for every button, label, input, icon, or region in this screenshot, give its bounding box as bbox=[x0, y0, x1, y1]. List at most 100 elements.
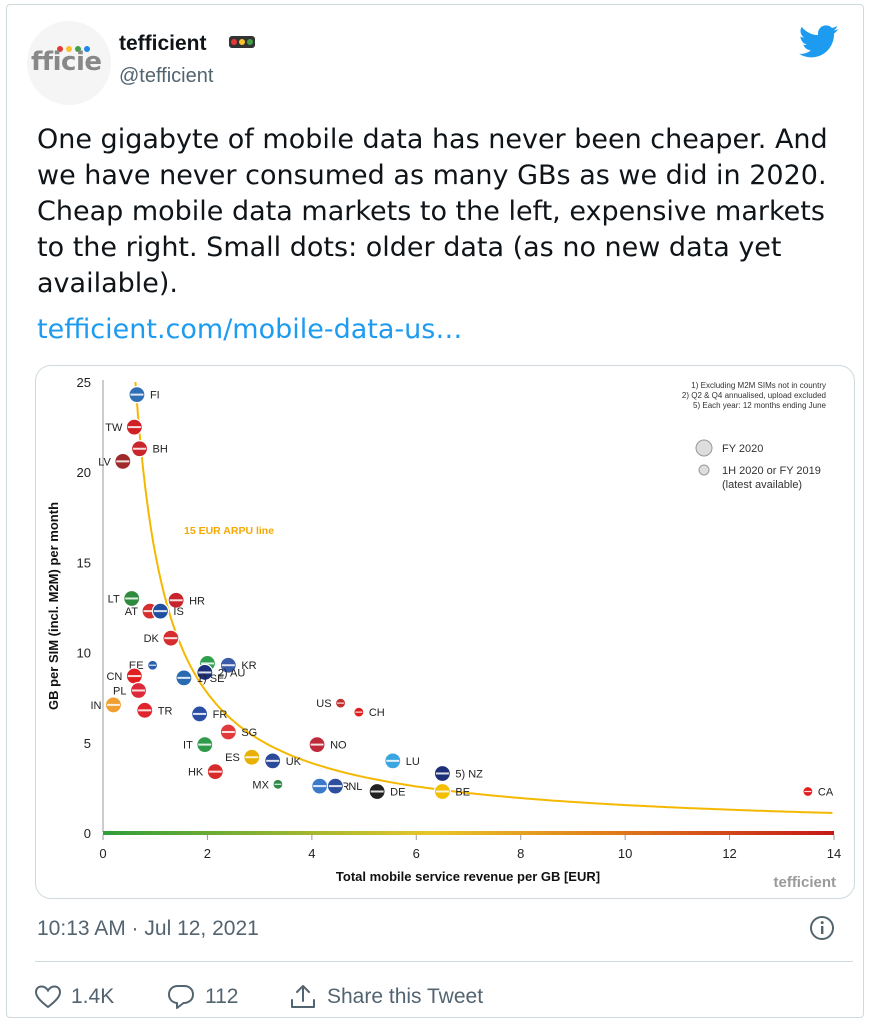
avatar-dot-blue bbox=[84, 46, 90, 52]
x-tick-label: 12 bbox=[722, 846, 736, 861]
y-tick-label: 5 bbox=[84, 736, 91, 751]
user-handle[interactable]: @tefficient bbox=[119, 65, 214, 87]
point-label-mx: MX bbox=[252, 779, 269, 791]
point-label-at: AT bbox=[125, 606, 139, 618]
y-tick-label: 10 bbox=[77, 646, 91, 661]
point-ee-marker bbox=[147, 659, 159, 671]
point-it-marker bbox=[196, 736, 214, 754]
point-hk-marker bbox=[206, 763, 224, 781]
point-label-uk: UK bbox=[286, 756, 302, 768]
point-cn-marker bbox=[125, 667, 143, 685]
reply-button[interactable]: 112 bbox=[167, 981, 238, 1013]
point-label-hr: HR bbox=[189, 595, 205, 607]
share-icon bbox=[291, 985, 315, 1008]
x-axis-gradient-bar bbox=[103, 831, 834, 835]
x-axis-title: Total mobile service revenue per GB [EUR… bbox=[336, 869, 600, 884]
point-label-cn: CN bbox=[106, 671, 122, 683]
point-pl-marker bbox=[129, 681, 148, 700]
legend-small-label-1: 1H 2020 or FY 2019 bbox=[722, 465, 821, 477]
point-fi-marker bbox=[128, 386, 146, 404]
point-lv-marker bbox=[114, 452, 132, 470]
note-2: 2) Q2 & Q4 annualised, upload excluded bbox=[682, 391, 826, 400]
tweet-text: One gigabyte of mobile data has never be… bbox=[37, 124, 828, 299]
point-mx-marker bbox=[272, 778, 284, 790]
curve-label: 15 EUR ARPU line bbox=[184, 525, 274, 537]
point-label-ca: CA bbox=[818, 787, 834, 799]
y-tick-label: 25 bbox=[77, 375, 91, 390]
point-label-lu: LU bbox=[406, 756, 420, 768]
point-label-is: IS bbox=[173, 606, 183, 618]
point-label-bh: BH bbox=[153, 444, 168, 456]
point-label-kr: KR bbox=[241, 660, 256, 672]
point-au-marker bbox=[196, 663, 214, 682]
point-label-nz: 5) NZ bbox=[455, 768, 483, 780]
x-tick-label: 4 bbox=[308, 846, 315, 861]
note-3: 5) Each year: 12 months ending June bbox=[693, 401, 827, 410]
point-lt-marker bbox=[123, 589, 141, 608]
point-in-marker bbox=[104, 696, 123, 714]
x-tick-label: 14 bbox=[827, 846, 841, 861]
share-button[interactable]: Share this Tweet bbox=[289, 981, 483, 1013]
point-ca-marker bbox=[802, 785, 814, 798]
avatar-dot-green bbox=[75, 46, 81, 52]
point-tw-marker bbox=[125, 418, 143, 436]
avatar-logo-text: fficie bbox=[31, 47, 102, 77]
legend-large-marker bbox=[695, 439, 713, 457]
point-es-marker bbox=[243, 748, 261, 766]
avatar-dot-yellow bbox=[66, 46, 72, 52]
point-label-ch: CH bbox=[369, 707, 385, 719]
y-axis-title: GB per SIM (incl. M2M) per month bbox=[46, 502, 61, 710]
point-label-hk: HK bbox=[188, 767, 204, 779]
point-lu-marker bbox=[384, 752, 402, 770]
twitter-bird-icon[interactable] bbox=[799, 25, 839, 59]
legend-small-label-2: (latest available) bbox=[722, 479, 802, 491]
display-name[interactable]: tefficient bbox=[119, 32, 207, 55]
avatar[interactable]: fficie bbox=[27, 21, 111, 105]
point-label-fi: FI bbox=[150, 390, 160, 402]
point-ch-marker bbox=[353, 706, 365, 718]
legend-small-marker bbox=[698, 464, 710, 476]
y-tick-label: 0 bbox=[84, 826, 91, 841]
tweet-link[interactable]: tefficient.com/mobile-data-us… bbox=[37, 314, 463, 345]
point-label-in: IN bbox=[90, 700, 101, 712]
point-label-tr: TR bbox=[158, 705, 173, 717]
point-label-nl: NL bbox=[348, 781, 362, 793]
tweet-media-chart[interactable]: 0 5 10 15 20 25 0 2 4 6 8 10 12 14 FI TW BH LV LT HR AT IS D… bbox=[35, 365, 855, 899]
point-gr-marker bbox=[311, 777, 329, 795]
point-de-marker bbox=[368, 782, 386, 801]
reply-bubble-icon bbox=[168, 985, 194, 1009]
point-label-de: DE bbox=[390, 787, 405, 799]
point-label-tw: TW bbox=[105, 422, 123, 434]
point-is-marker bbox=[151, 602, 170, 620]
x-tick-label: 10 bbox=[618, 846, 632, 861]
point-be-marker bbox=[433, 782, 451, 801]
tweet-card: fficie tefficient @tefficient One gigaby… bbox=[6, 4, 864, 1018]
scatter-chart: 0 5 10 15 20 25 0 2 4 6 8 10 12 14 FI TW BH LV LT HR AT IS D… bbox=[46, 375, 841, 891]
point-label-it: IT bbox=[183, 740, 193, 752]
point-label-es: ES bbox=[225, 752, 240, 764]
reply-count: 112 bbox=[205, 985, 239, 1008]
y-tick-label: 20 bbox=[77, 465, 91, 480]
point-dk-marker bbox=[162, 629, 180, 647]
point-label-se: 1) SE bbox=[197, 673, 225, 685]
tweet-timestamp[interactable]: 10:13 AM · Jul 12, 2021 bbox=[37, 917, 259, 940]
point-label-lv: LV bbox=[98, 456, 111, 468]
x-tick-label: 2 bbox=[204, 846, 211, 861]
note-1: 1) Excluding M2M SIMs not in country bbox=[691, 381, 826, 390]
point-tr-marker bbox=[136, 701, 154, 719]
point-label-sg: SG bbox=[241, 727, 257, 739]
point-uk-marker bbox=[264, 752, 282, 770]
point-hr-marker bbox=[167, 591, 185, 609]
point-label-lt: LT bbox=[108, 593, 120, 605]
point-nz-marker bbox=[433, 764, 451, 783]
x-tick-label: 0 bbox=[99, 846, 106, 861]
info-icon[interactable] bbox=[809, 915, 835, 941]
point-label-be: BE bbox=[455, 787, 470, 799]
like-button[interactable]: 1.4K bbox=[35, 981, 114, 1013]
share-label: Share this Tweet bbox=[327, 985, 484, 1008]
y-tick-label: 15 bbox=[77, 555, 91, 570]
point-label-au: 2) AU bbox=[218, 667, 246, 679]
point-sg-marker bbox=[219, 723, 237, 741]
point-fr-marker bbox=[190, 705, 209, 723]
point-kr-marker bbox=[219, 656, 237, 674]
